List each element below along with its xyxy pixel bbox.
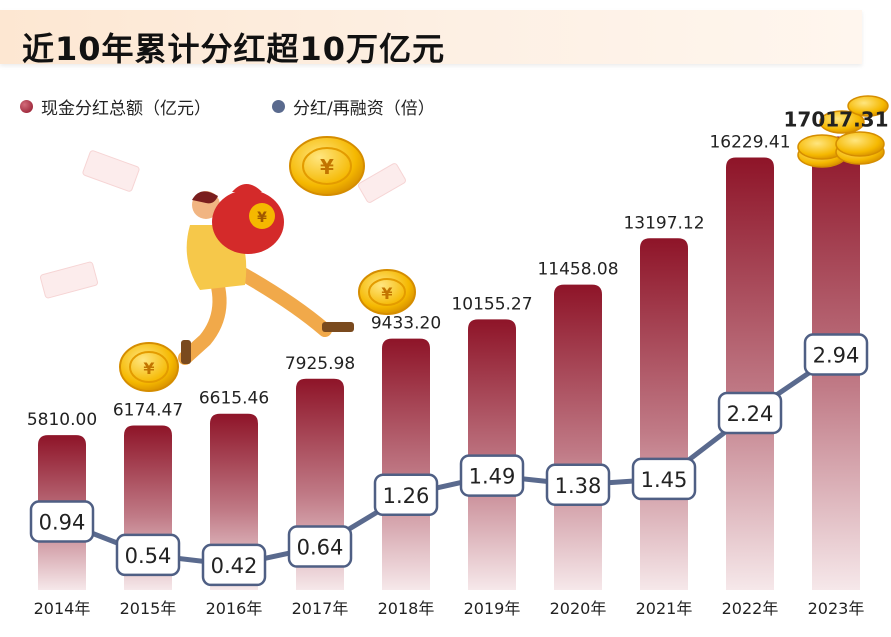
svg-text:¥: ¥ — [143, 359, 154, 378]
x-tick-label: 2023年 — [808, 599, 865, 618]
legend-swatch-ratio — [272, 100, 285, 113]
ratio-value-box — [459, 454, 525, 497]
ratio-point: 0.94 — [29, 500, 95, 543]
ratio-point: 1.38 — [545, 463, 611, 507]
ratio-point: 2.24 — [717, 391, 783, 435]
bar-value-label: 17017.31 — [783, 107, 888, 131]
x-tick-label: 2015年 — [120, 599, 177, 618]
legend-label-dividend: 现金分红总额（亿元） — [41, 99, 211, 119]
bar-value-label: 10155.27 — [451, 294, 532, 314]
ratio-value-label: 0.54 — [125, 544, 172, 568]
bar-value-label: 6615.46 — [199, 389, 269, 409]
ratio-value-label: 2.24 — [727, 402, 774, 426]
ratio-value-box — [373, 473, 439, 517]
legend-swatch-dividend — [20, 100, 33, 113]
ratio-value-box — [29, 500, 95, 543]
ratio-value-label: 0.42 — [211, 554, 258, 578]
x-tick-label: 2021年 — [636, 599, 693, 618]
illustration: ¥ ¥ ¥ ¥ — [39, 136, 416, 392]
x-tick-label: 2022年 — [722, 599, 779, 618]
bar-dividend — [726, 157, 774, 591]
bar-dividend — [640, 238, 688, 590]
ratio-value-label: 2.94 — [813, 344, 860, 368]
ratio-point: 1.26 — [373, 473, 439, 517]
labels-layer: 5810.00 2014年 6174.47 2015年 6615.46 2016年 7925… — [27, 132, 865, 618]
title-bar: 近10年累计分红超10万亿元 — [0, 10, 862, 68]
ratio-value-box — [201, 543, 267, 587]
x-tick-label: 2017年 — [292, 599, 349, 618]
coin-stack-icon — [797, 95, 889, 168]
coin-icon: ¥ — [289, 136, 365, 196]
ratio-value-label: 1.49 — [469, 465, 516, 489]
ratio-value-box — [803, 333, 869, 376]
bar-value-label: 7925.98 — [285, 354, 355, 374]
ratio-point: 0.54 — [115, 533, 181, 577]
ratio-value-label: 1.38 — [555, 474, 602, 498]
bar-dividend — [382, 338, 430, 590]
ratio-value-box — [287, 525, 353, 568]
ratio-value-box — [545, 463, 611, 507]
runner-figure-icon: ¥ — [178, 184, 354, 365]
x-tick-label: 2019年 — [464, 599, 521, 618]
x-tick-label: 2014年 — [34, 599, 91, 618]
top-label-layer: 17017.31 — [783, 107, 888, 131]
x-tick-label: 2018年 — [378, 599, 435, 618]
banknote-icon — [39, 150, 406, 299]
ratio-value-label: 1.45 — [641, 468, 688, 492]
svg-text:¥: ¥ — [257, 210, 267, 226]
legend-label-ratio: 分红/再融资（倍） — [293, 99, 435, 119]
x-tick-label: 2020年 — [550, 599, 607, 618]
legend-item-dividend: 现金分红总额（亿元） — [20, 94, 211, 119]
bar-value-label: 9433.20 — [371, 314, 441, 334]
ratio-value-box — [115, 533, 181, 577]
bar-dividend — [554, 284, 602, 590]
bar-value-label: 5810.00 — [27, 410, 97, 430]
ratio-point: 1.49 — [459, 454, 525, 497]
ratio-point: 0.64 — [287, 525, 353, 568]
legend-item-ratio: 分红/再融资（倍） — [272, 94, 435, 119]
ratio-value-label: 0.64 — [297, 536, 344, 560]
x-tick-label: 2016年 — [206, 599, 263, 618]
ratio-value-label: 0.94 — [39, 511, 86, 535]
bar-value-label: 16229.41 — [709, 132, 790, 152]
ratio-value-label: 1.26 — [383, 484, 430, 508]
ratio-point: 2.94 — [803, 333, 869, 376]
bar-value-label: 11458.08 — [537, 260, 618, 280]
ratio-value-box — [631, 457, 697, 501]
svg-text:¥: ¥ — [381, 284, 392, 303]
ratio-line — [61, 352, 838, 568]
ratio-point: 0.42 — [201, 543, 267, 587]
chart-title: 近10年累计分红超10万亿元 — [22, 30, 446, 68]
ratio-line-layer: 0.94 0.54 0.42 0.64 1.26 1.49 1.38 1.45 2.24 2.94 — [29, 333, 869, 587]
bar-value-label: 13197.12 — [623, 213, 704, 233]
svg-text:¥: ¥ — [320, 155, 334, 179]
bar-value-label: 6174.47 — [113, 400, 183, 420]
coin-icon: ¥ — [358, 269, 416, 315]
ratio-point: 1.45 — [631, 457, 697, 501]
coin-icon: ¥ — [119, 342, 179, 392]
ratio-value-box — [717, 391, 783, 435]
